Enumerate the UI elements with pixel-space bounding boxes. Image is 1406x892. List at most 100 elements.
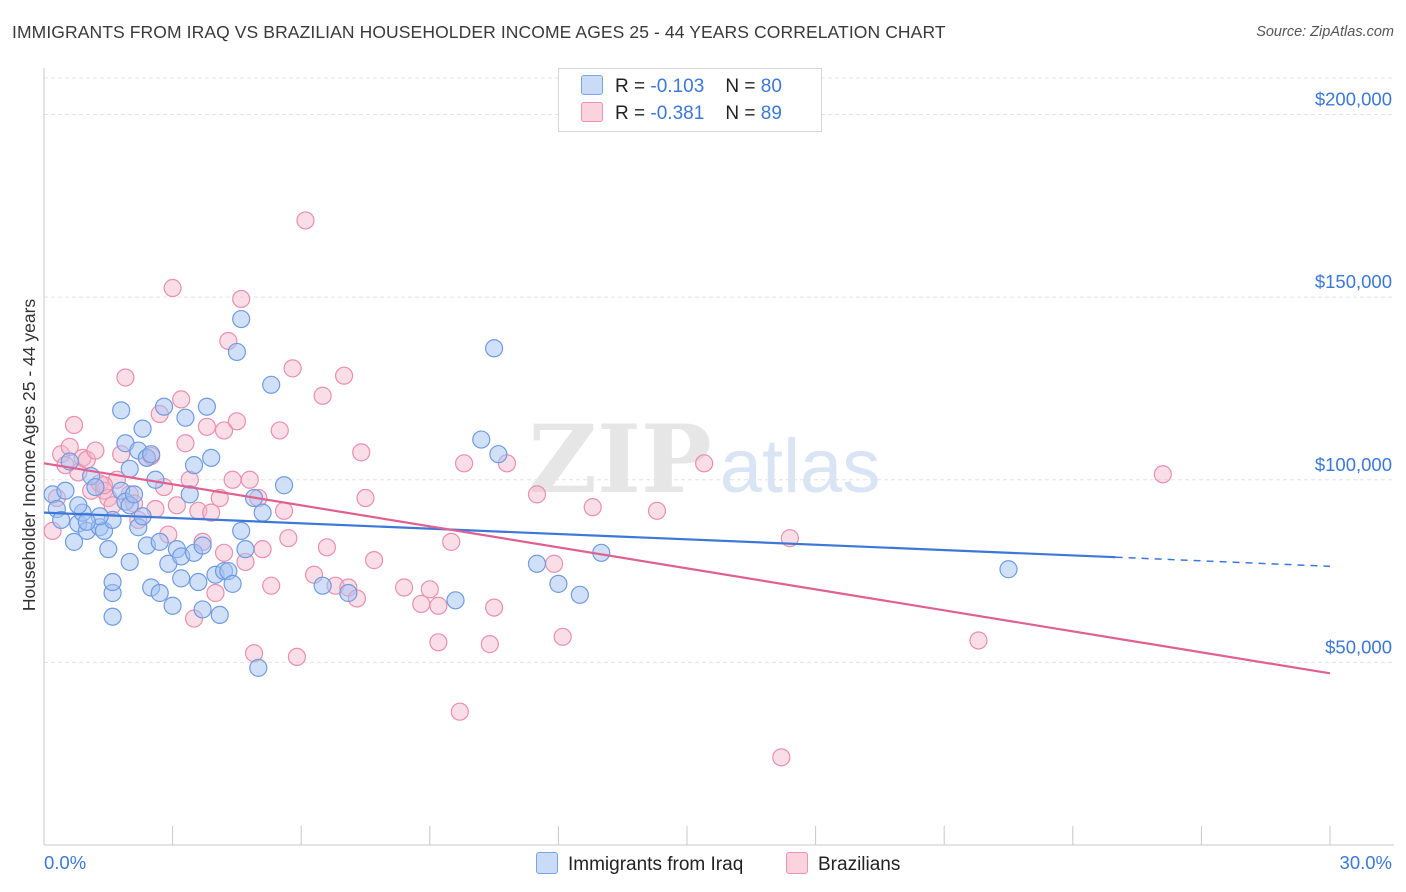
data-point-iraq: [69, 496, 88, 515]
data-point-brazil: [274, 501, 294, 520]
data-point-iraq: [52, 510, 71, 530]
data-point-brazil: [176, 434, 195, 453]
data-point-iraq: [120, 459, 139, 478]
watermark-zip: ZIP: [528, 405, 711, 515]
data-point-iraq: [262, 375, 281, 394]
legend-swatch-iraq: [581, 75, 603, 95]
data-point-brazil: [197, 417, 216, 436]
data-point-brazil: [356, 488, 375, 508]
data-point-brazil: [583, 498, 602, 517]
data-point-brazil: [527, 485, 547, 504]
data-point-brazil: [296, 211, 315, 230]
data-point-iraq: [485, 339, 504, 358]
data-point-iraq: [570, 585, 589, 604]
data-point-iraq: [184, 456, 204, 475]
data-point-brazil: [214, 543, 234, 562]
data-point-brazil: [647, 501, 667, 520]
data-point-iraq: [172, 569, 191, 588]
data-point-iraq: [249, 658, 268, 677]
data-point-iraq: [339, 583, 358, 603]
data-point-brazil: [969, 631, 988, 650]
data-point-brazil: [206, 583, 225, 603]
legend-item-iraq: Immigrants from Iraq: [536, 852, 743, 876]
data-point-brazil: [202, 503, 221, 522]
data-point-iraq: [223, 574, 242, 593]
source-label: Source: ZipAtlas.com: [1256, 24, 1394, 40]
axis-labels: $50,000 $100,000 $150,000 $200,000 0.0% 30.0%…: [19, 89, 1392, 873]
legend-r-value: -0.381: [650, 103, 705, 124]
data-point-brazil: [253, 540, 272, 559]
legend-swatch-brazil: [581, 102, 603, 122]
series-legend: Immigrants from Iraq Brazilians: [0, 852, 1406, 878]
y-axis-title: Householder Income Ages 25 - 44 years: [19, 299, 39, 612]
data-point-brazil: [420, 580, 439, 599]
data-point-iraq: [236, 540, 255, 559]
x-tick-label-min: 0.0%: [44, 852, 86, 873]
data-point-brazil: [485, 598, 504, 617]
watermark: ZIP atlas: [528, 405, 880, 515]
data-point-iraq: [274, 476, 294, 495]
data-point-brazil: [480, 635, 499, 654]
data-point-brazil: [1153, 465, 1172, 484]
data-point-brazil: [313, 386, 332, 405]
legend-n-label: N =: [725, 103, 756, 124]
data-point-iraq: [202, 448, 221, 467]
data-point-iraq: [549, 574, 568, 593]
data-point-iraq: [193, 536, 212, 555]
data-point-brazil: [695, 454, 714, 473]
trend-line-iraq: [43, 511, 1116, 559]
data-point-brazil: [334, 366, 354, 385]
legend-row-brazil: R = -0.381 N = 89: [581, 102, 782, 126]
data-point-brazil: [86, 441, 105, 460]
data-point-brazil: [116, 368, 135, 387]
data-point-iraq: [77, 512, 96, 531]
data-point-iraq: [56, 481, 75, 500]
data-point-iraq: [180, 485, 199, 504]
data-point-iraq: [124, 485, 144, 504]
data-point-brazil: [163, 278, 182, 298]
y-tick-label: $150,000: [1315, 271, 1392, 292]
trend-lines: [43, 462, 1331, 675]
y-tick-label: $200,000: [1315, 89, 1392, 110]
data-point-brazil: [240, 470, 259, 489]
data-point-iraq: [112, 401, 131, 420]
data-point-iraq: [446, 591, 465, 610]
data-point-brazil: [167, 496, 186, 515]
watermark-atlas: atlas: [720, 424, 881, 509]
data-point-brazil: [172, 390, 191, 409]
legend-n-label: N =: [725, 76, 756, 97]
legend-r-label: R =: [615, 76, 646, 97]
data-point-iraq: [154, 397, 174, 416]
legend-row-iraq: R = -0.103 N = 80: [581, 75, 782, 99]
data-point-brazil: [454, 454, 474, 473]
data-point-iraq: [313, 576, 332, 595]
x-tick-label-max: 30.0%: [1340, 852, 1392, 873]
trend-line-iraq-extension: [1115, 556, 1331, 568]
data-point-iraq: [489, 445, 508, 464]
data-point-brazil: [232, 289, 251, 309]
data-point-iraq: [227, 342, 246, 362]
data-point-brazil: [442, 532, 461, 551]
data-point-iraq: [193, 600, 212, 619]
data-point-iraq: [163, 596, 182, 615]
data-point-brazil: [429, 633, 448, 652]
data-point-iraq: [86, 477, 105, 497]
data-point-brazil: [364, 551, 384, 570]
data-point-brazil: [223, 470, 242, 489]
legend-label-brazil: Brazilians: [818, 854, 901, 875]
legend-n-value: 89: [760, 103, 782, 124]
legend-n-value: 80: [760, 76, 782, 97]
data-point-iraq: [150, 532, 169, 551]
correlation-legend: R = -0.103 N = 80 R = -0.381 N = 89: [558, 68, 822, 132]
data-point-brazil: [352, 443, 371, 462]
data-point-brazil: [279, 529, 298, 548]
data-point-iraq: [103, 572, 122, 592]
data-point-brazil: [214, 421, 234, 440]
trend-line-brazil: [43, 462, 1331, 675]
data-point-iraq: [103, 607, 122, 626]
legend-swatch-iraq: [536, 852, 558, 874]
data-point-brazil: [317, 538, 337, 557]
legend-r-label: R =: [615, 103, 646, 124]
data-point-iraq: [176, 408, 195, 427]
axes: [43, 68, 1394, 846]
